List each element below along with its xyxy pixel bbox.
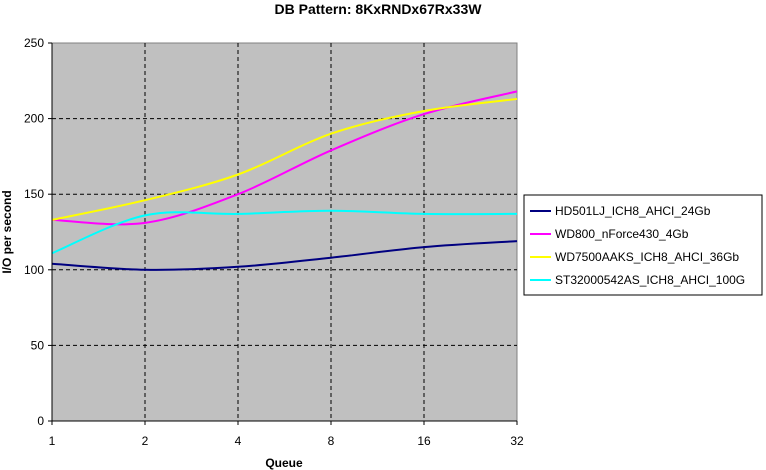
- x-tick-label: 2: [142, 434, 149, 448]
- axes: [48, 42, 518, 425]
- legend-label: WD7500AAKS_ICH8_AHCI_36Gb: [555, 250, 739, 264]
- y-tick-label: 250: [24, 36, 44, 50]
- x-tick-label: 1: [49, 434, 56, 448]
- x-axis-title: Queue: [265, 456, 303, 470]
- series-line: [51, 209, 518, 255]
- tick-labels: 0 50 100 150 200 250 1 2 4 8 16 32: [24, 36, 524, 448]
- chart-title: DB Pattern: 8KxRNDx67Rx33W: [275, 1, 483, 17]
- legend-label: WD800_nForce430_4Gb: [555, 227, 689, 241]
- y-tick-label: 200: [24, 112, 44, 126]
- y-axis-title: I/O per second: [0, 190, 14, 273]
- y-tick-label: 150: [24, 187, 44, 201]
- series-line: [51, 90, 518, 226]
- y-tick-label: 50: [31, 338, 45, 352]
- legend: HD501LJ_ICH8_AHCI_24Gb WD800_nForce430_4G…: [523, 194, 763, 296]
- legend-label: HD501LJ_ICH8_AHCI_24Gb: [555, 204, 711, 218]
- y-tick-label: 0: [37, 414, 44, 428]
- x-tick-label: 16: [417, 434, 431, 448]
- x-tick-label: 32: [510, 434, 524, 448]
- legend-label: ST32000542AS_ICH8_AHCI_100G: [555, 273, 745, 287]
- legend-box: [523, 194, 763, 296]
- series-line: [51, 240, 518, 271]
- x-tick-label: 4: [235, 434, 242, 448]
- series-lines: [51, 90, 518, 271]
- x-tick-label: 8: [328, 434, 335, 448]
- series-line: [51, 97, 518, 221]
- y-tick-label: 100: [24, 263, 44, 277]
- plot-area: [51, 42, 518, 422]
